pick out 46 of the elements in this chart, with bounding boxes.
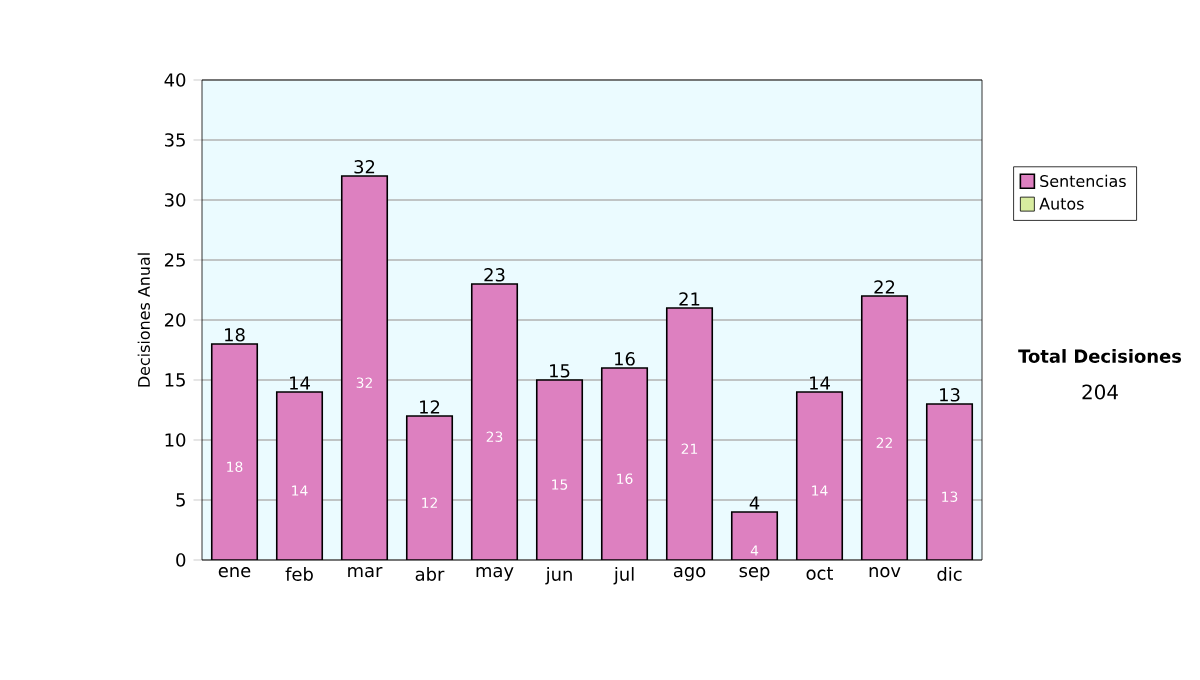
x-tick-label: ago: [673, 567, 706, 581]
y-tick-label: 20: [164, 313, 186, 327]
bar: [276, 391, 323, 560]
y-tick-label: 15: [165, 373, 185, 387]
y-tick-label: 40: [164, 73, 186, 87]
x-tick-label: ene: [218, 567, 251, 578]
x-tick-label: may: [476, 567, 514, 581]
total-label: 15: [550, 364, 570, 378]
y-tick-label: 25: [164, 253, 185, 267]
bar: [406, 416, 453, 560]
total-label: 22: [874, 280, 895, 294]
bar: [471, 283, 518, 560]
x-tick-label: jun: [545, 567, 572, 585]
total-label: 16: [615, 352, 635, 366]
bar: [536, 379, 583, 560]
x-tick-label: abr: [415, 567, 445, 581]
y-tick-label: 35: [165, 133, 185, 147]
total-label: 18: [225, 328, 245, 342]
total-label: 12: [420, 400, 440, 414]
y-tick-label: 10: [165, 433, 186, 447]
bar: [601, 367, 648, 560]
text: Total Decisiones: [1018, 349, 1182, 363]
total-label: 14: [810, 376, 830, 390]
text: 204: [1082, 384, 1118, 400]
total-label: 21: [679, 292, 700, 306]
x-tick-label: feb: [285, 567, 313, 581]
y-tick-label: 30: [165, 193, 186, 207]
x-tick-label: mar: [348, 567, 383, 578]
bar: [861, 295, 908, 560]
x-tick-label: dic: [937, 567, 962, 581]
x-tick-label: sep: [739, 567, 770, 581]
y-tick-label: 0: [176, 553, 186, 567]
bar: [925, 403, 974, 560]
total-label: 14: [290, 376, 310, 390]
total-label: 23: [484, 268, 505, 282]
x-tick-label: oct: [806, 567, 834, 580]
bar: [796, 391, 843, 560]
total-label: 4: [749, 496, 760, 510]
x-tick-label: nov: [869, 567, 901, 578]
y-tick-label: 5: [176, 493, 185, 507]
bar: [666, 307, 713, 560]
bar: [211, 343, 258, 560]
total-label: 32: [354, 160, 375, 174]
x-tick-label: jul: [613, 567, 634, 585]
total-label: 13: [940, 388, 960, 402]
bar: [341, 175, 388, 560]
